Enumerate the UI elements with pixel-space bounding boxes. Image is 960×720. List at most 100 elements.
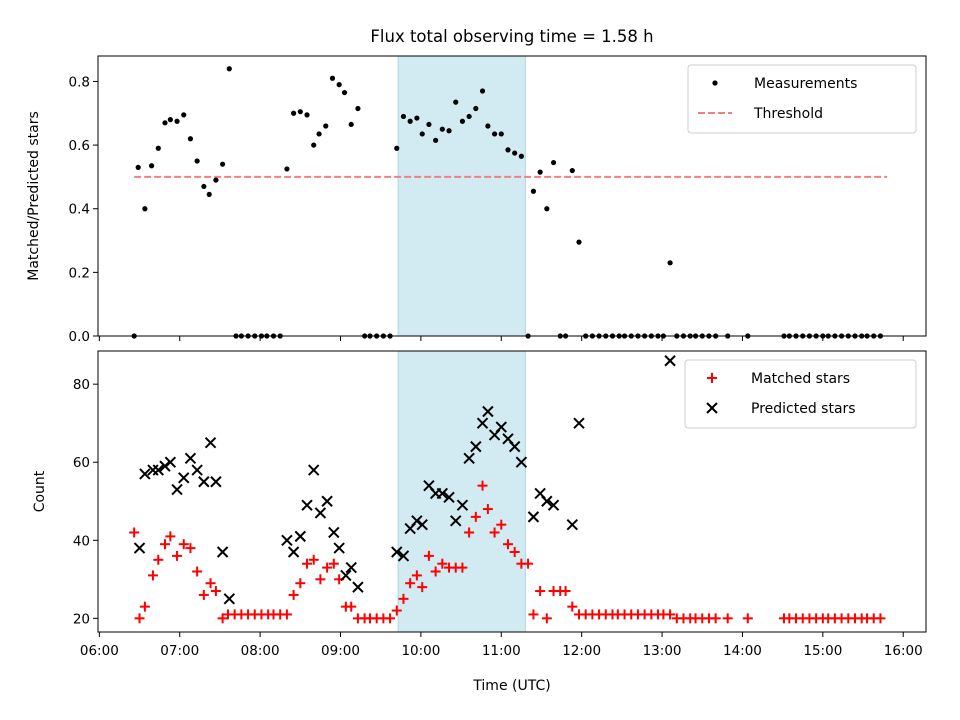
measurement-points	[131, 66, 884, 339]
matched-star-point	[430, 566, 441, 577]
matched-star-point	[205, 578, 216, 589]
x-tick-label: 08:00	[241, 643, 280, 659]
predicted-star-point	[191, 464, 203, 476]
predicted-star-point	[495, 421, 507, 433]
measurement-point	[291, 110, 297, 116]
measurement-point	[329, 75, 336, 81]
measurement-point	[407, 118, 413, 124]
matched-star-point	[489, 527, 500, 538]
matched-star-point	[722, 613, 733, 624]
measurement-point	[453, 99, 459, 105]
measurement-point	[667, 260, 673, 266]
matched-star-point	[509, 546, 520, 557]
matched-star-point	[165, 531, 176, 542]
top-legend: Measurements Threshold	[687, 64, 917, 134]
matched-star-point	[535, 586, 546, 597]
measurement-point	[569, 167, 575, 174]
x-tick-label: 07:00	[160, 643, 199, 659]
measurement-point	[284, 166, 290, 172]
top-x-ticks	[98, 336, 904, 341]
matched-star-point	[192, 566, 203, 577]
bottom-highlight-span	[397, 350, 526, 633]
predicted-star-point	[178, 472, 190, 484]
matched-star-point	[437, 558, 448, 569]
measurement-point	[201, 183, 207, 190]
matched-star-point	[139, 601, 150, 612]
legend-label: Measurements	[754, 76, 857, 92]
matched-star-point	[417, 582, 428, 593]
y-tick-label: 20	[73, 611, 90, 627]
legend-label: Predicted stars	[751, 401, 856, 417]
measurement-point	[505, 147, 511, 153]
bottom-y-ticks: 20 40 60 80	[73, 377, 98, 627]
measurement-point	[394, 145, 400, 151]
measurement-point	[348, 121, 354, 128]
matched-star-point	[464, 527, 475, 538]
measurement-point	[194, 158, 200, 164]
measurement-point	[135, 164, 141, 170]
predicted-star-point	[139, 468, 151, 480]
matched-star-point	[665, 609, 676, 620]
predicted-star-point	[340, 569, 352, 582]
matched-star-point	[423, 550, 434, 561]
bottom-x-ticks: 06:00 07:00 08:00 09:00 10:00 11:00 12:00 13:00…	[80, 632, 923, 659]
measurement-point	[550, 159, 557, 166]
matched-star-point	[281, 609, 292, 620]
matched-star-point	[185, 543, 196, 554]
predicted-star-point	[450, 515, 462, 527]
predicted-star-point	[436, 487, 449, 500]
count-points	[129, 355, 886, 624]
predicted-star-point	[321, 495, 333, 507]
predicted-star-point	[314, 507, 327, 519]
measurement-point	[213, 177, 219, 183]
matched-star-point	[159, 539, 170, 550]
bottom-panel: 20 40 60 80 06:00 07:00 08:00 09:00 10:00 11:00 1…	[32, 350, 927, 694]
matched-star-point	[153, 554, 164, 565]
predicted-star-point	[210, 476, 222, 488]
predicted-star-point	[184, 452, 197, 465]
measurement-point	[518, 153, 524, 159]
legend-box	[684, 359, 917, 429]
measurement-point	[336, 82, 342, 88]
matched-star-point	[502, 539, 513, 550]
matched-star-point	[710, 613, 721, 624]
matched-star-point	[523, 558, 534, 569]
bottom-axes-frame	[97, 350, 927, 633]
predicted-star-point	[411, 515, 423, 527]
measurement-point	[498, 131, 504, 137]
predicted-star-point	[541, 495, 553, 507]
x-tick-label: 12:00	[562, 643, 601, 659]
measurement-point	[355, 105, 361, 112]
measurement-point	[466, 113, 472, 120]
predicted-star-point	[463, 452, 475, 465]
predicted-star-point	[443, 491, 455, 504]
top-y-ticks: 0.0 0.2 0.4 0.6 0.8	[69, 74, 98, 345]
measurement-point	[226, 66, 232, 72]
legend-swatch	[707, 373, 717, 383]
top-panel: 0.00.20.40.60.8 Matched/Predicted stars …	[26, 55, 927, 345]
predicted-star-point	[204, 437, 217, 449]
measurement-point	[576, 239, 582, 245]
predicted-star-point	[416, 518, 428, 531]
y-tick-label: 40	[73, 533, 90, 549]
matched-star-point	[308, 554, 319, 565]
matched-star-point	[147, 570, 158, 581]
x-axis-label: Time (UTC)	[472, 678, 550, 694]
predicted-star-point	[159, 460, 171, 472]
measurement-point	[419, 131, 425, 137]
matched-star-point	[541, 613, 552, 624]
predicted-star-point	[301, 499, 313, 511]
measurement-point	[426, 121, 432, 128]
predicted-star-point	[482, 405, 494, 418]
matched-star-point	[405, 578, 416, 589]
matched-star-point	[288, 589, 299, 600]
measurement-point	[491, 131, 498, 137]
predicted-star-point	[508, 440, 521, 453]
measurement-point	[187, 136, 194, 142]
measurement-point	[297, 109, 303, 115]
measurement-point	[316, 131, 322, 137]
y-tick-label: 0.4	[69, 202, 90, 218]
predicted-star-point	[171, 483, 183, 496]
y-tick-label: 0.8	[69, 74, 90, 90]
